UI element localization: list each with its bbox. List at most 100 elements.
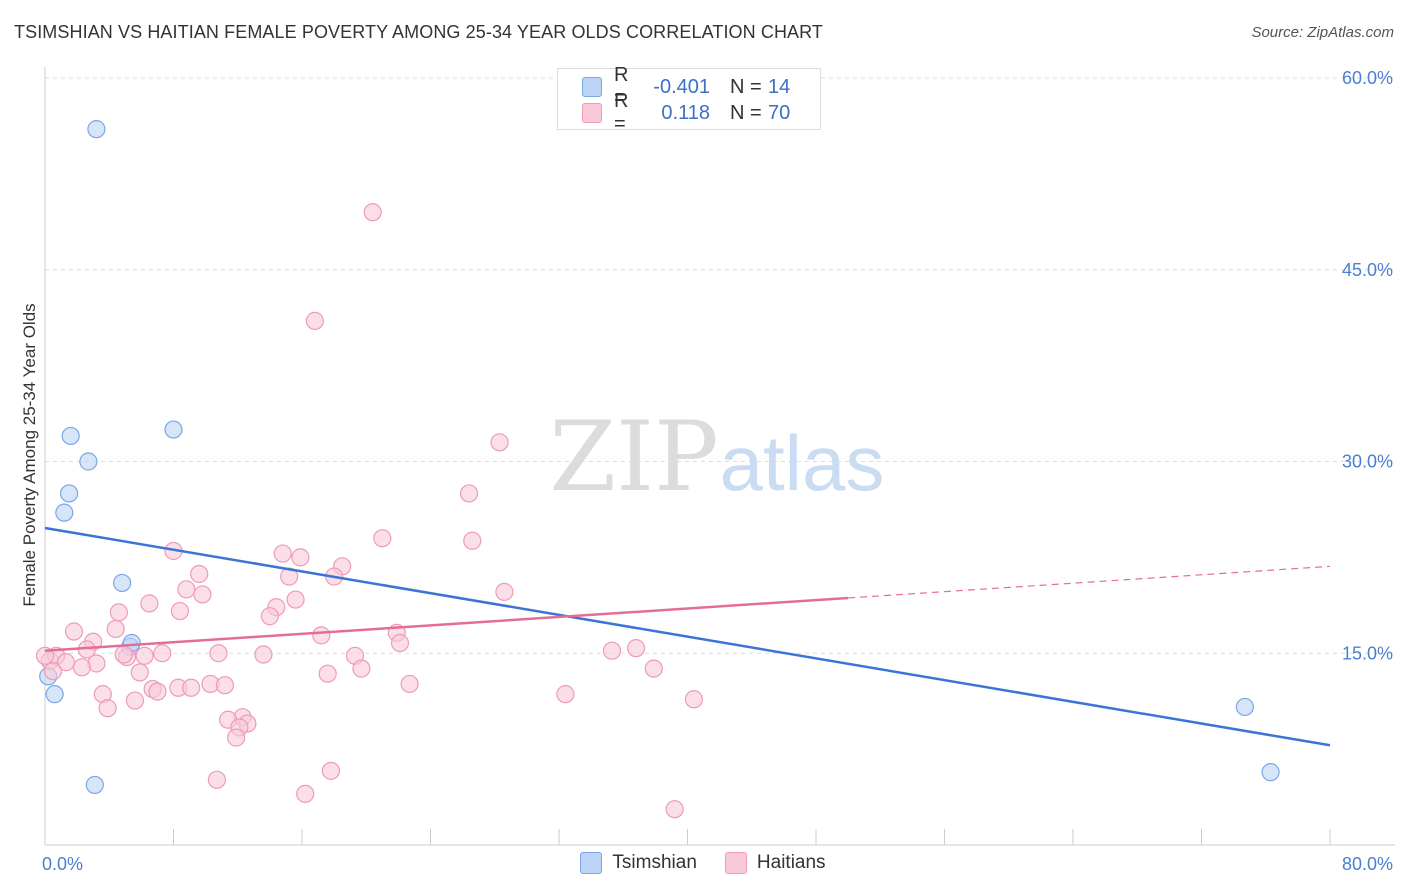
legend-r-value: -0.401 (653, 75, 710, 98)
point-tsimshian (1235, 697, 1254, 717)
point-tsimshian (85, 775, 104, 795)
point-haitians (207, 770, 226, 789)
point-haitians (286, 590, 305, 609)
point-haitians (72, 658, 92, 677)
point-haitians (215, 676, 234, 695)
point-haitians (602, 641, 622, 660)
point-haitians (135, 646, 154, 665)
point-haitians (296, 784, 315, 803)
y-tick-label: 30.0% (1342, 452, 1393, 472)
point-haitians (227, 728, 246, 747)
legend-n-value: 70 (768, 101, 791, 124)
point-haitians (193, 585, 212, 604)
point-haitians (363, 203, 382, 222)
point-haitians (321, 761, 341, 780)
point-haitians (170, 601, 190, 621)
point-haitians (273, 544, 292, 563)
point-haitians (318, 664, 337, 683)
grid-lines (45, 77, 1395, 654)
axes (44, 67, 1395, 846)
point-haitians (114, 645, 133, 664)
x-tick-label: 0.0% (42, 854, 83, 874)
y-tick-label: 60.0% (1342, 68, 1393, 88)
watermark-zip: ZIP (549, 401, 718, 513)
series-legend: Tsimshian Haitians (0, 852, 1406, 874)
trend-lines (44, 526, 1331, 747)
legend-r-value: 0.118 (661, 101, 710, 124)
legend-n-label: N = (730, 75, 762, 98)
point-haitians (182, 678, 201, 697)
point-tsimshian (59, 484, 79, 503)
point-haitians (98, 699, 117, 718)
point-haitians (459, 484, 479, 503)
source-credit: Source: ZipAtlas.com (1251, 24, 1394, 41)
legend-n-label: N = (730, 101, 762, 124)
point-haitians (495, 582, 514, 601)
point-haitians (665, 800, 684, 819)
point-haitians (153, 644, 172, 663)
point-haitians (684, 690, 704, 709)
point-haitians (390, 633, 410, 653)
y-tick-label: 45.0% (1342, 260, 1393, 280)
point-haitians (490, 433, 509, 452)
point-haitians (209, 644, 228, 663)
point-haitians (106, 619, 125, 639)
point-tsimshian (55, 503, 74, 522)
trend-line-dashed-haitians (848, 565, 1331, 599)
point-haitians (291, 548, 310, 567)
series-legend-tsimshian: Tsimshian (580, 852, 697, 874)
point-haitians (130, 663, 149, 682)
point-haitians (260, 607, 279, 626)
series-label-haitians: Haitians (756, 852, 826, 873)
legend-swatch-haitians (582, 103, 602, 123)
point-haitians (644, 659, 663, 678)
point-haitians (312, 626, 331, 645)
series-legend-haitians: Haitians (724, 852, 826, 874)
point-tsimshian (79, 452, 98, 471)
trend-line-tsimshian (44, 526, 1331, 747)
point-tsimshian (61, 426, 80, 446)
point-haitians (373, 529, 392, 548)
point-haitians (463, 531, 482, 550)
point-tsimshian (1261, 763, 1280, 782)
point-haitians (305, 311, 324, 330)
legend-r-label: R = (614, 64, 629, 109)
point-haitians (125, 691, 145, 710)
x-tick-label: 80.0% (1342, 854, 1393, 874)
point-haitians (400, 674, 419, 694)
series-swatch-haitians (724, 852, 747, 874)
y-axis-label: Female Poverty Among 25-34 Year Olds (20, 303, 39, 606)
point-haitians (109, 603, 128, 622)
legend-row-haitians: R = 0.118 N = 70 (582, 90, 791, 135)
point-haitians (556, 685, 575, 704)
series-swatch-tsimshian (580, 852, 603, 874)
trend-line-haitians (44, 596, 849, 652)
legend-r-label: R = (614, 90, 629, 135)
point-haitians (56, 653, 75, 672)
point-haitians (140, 594, 159, 613)
point-haitians (43, 662, 63, 681)
watermark-atlas: atlas (720, 419, 885, 507)
stats-legend: R = -0.401 N = 14 R = 0.118 N = 70 (557, 64, 821, 135)
legend-swatch-tsimshian (582, 77, 602, 97)
legend-row-tsimshian: R = -0.401 N = 14 (582, 64, 791, 109)
data-points (35, 120, 1280, 819)
point-haitians (254, 645, 273, 664)
watermark: ZIP atlas (549, 401, 884, 513)
chart-title: TSIMSHIAN VS HAITIAN FEMALE POVERTY AMON… (14, 22, 824, 42)
point-haitians (626, 639, 646, 658)
y-tick-label: 15.0% (1342, 643, 1393, 663)
series-label-tsimshian: Tsimshian (612, 852, 697, 873)
legend-n-value: 14 (768, 75, 791, 98)
point-haitians (64, 622, 84, 641)
point-tsimshian (164, 420, 183, 439)
point-haitians (190, 564, 209, 584)
point-haitians (148, 682, 167, 701)
point-tsimshian (45, 685, 64, 704)
point-tsimshian (112, 573, 132, 593)
tick-labels: 15.0% 30.0% 45.0% 60.0% 0.0% 80.0% (42, 68, 1393, 874)
point-haitians (352, 659, 371, 678)
point-haitians (177, 580, 196, 599)
point-tsimshian (87, 120, 106, 139)
